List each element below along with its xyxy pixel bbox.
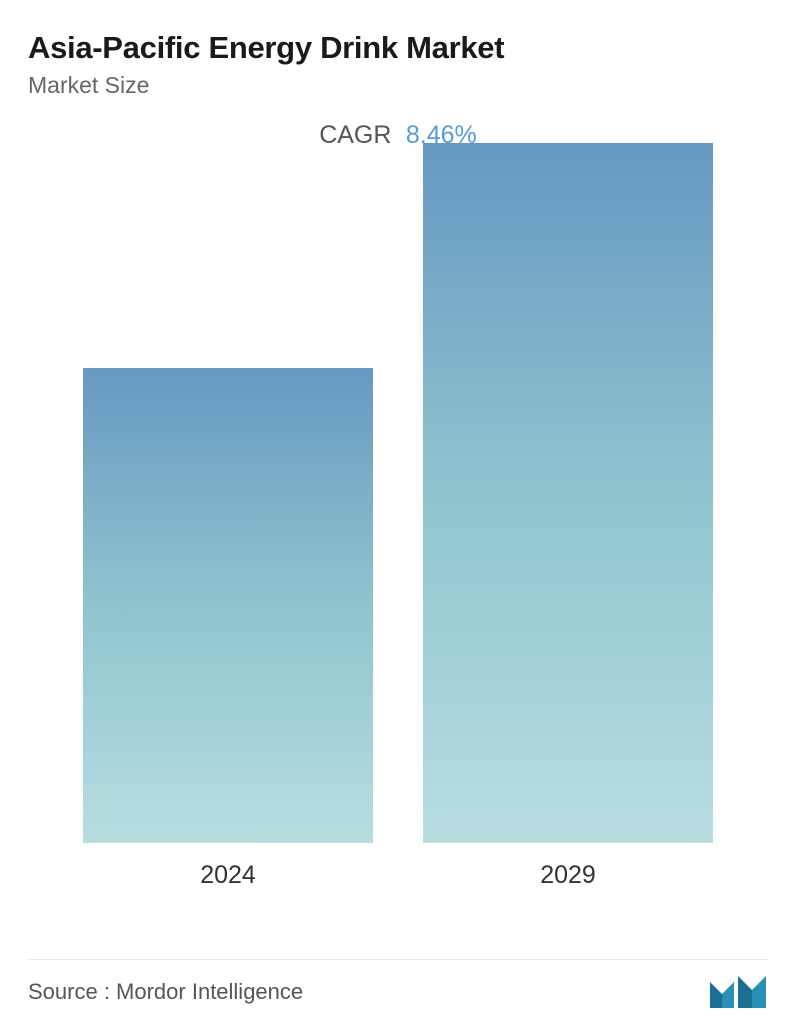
bar-label-0: 2024	[200, 861, 256, 890]
bar-group-0: 2024	[83, 368, 373, 890]
brand-logo-icon	[708, 974, 768, 1010]
footer-divider	[28, 959, 768, 960]
bar-group-1: 2029	[423, 143, 713, 890]
footer: Source : Mordor Intelligence	[28, 974, 768, 1010]
source-text: Source : Mordor Intelligence	[28, 979, 303, 1005]
chart-area: 2024 2029	[28, 190, 768, 890]
bar-0	[83, 368, 373, 843]
cagr-label: CAGR	[319, 121, 391, 149]
bar-1	[423, 143, 713, 843]
chart-title: Asia-Pacific Energy Drink Market	[28, 30, 768, 66]
bar-label-1: 2029	[540, 861, 596, 890]
chart-subtitle: Market Size	[28, 72, 768, 99]
